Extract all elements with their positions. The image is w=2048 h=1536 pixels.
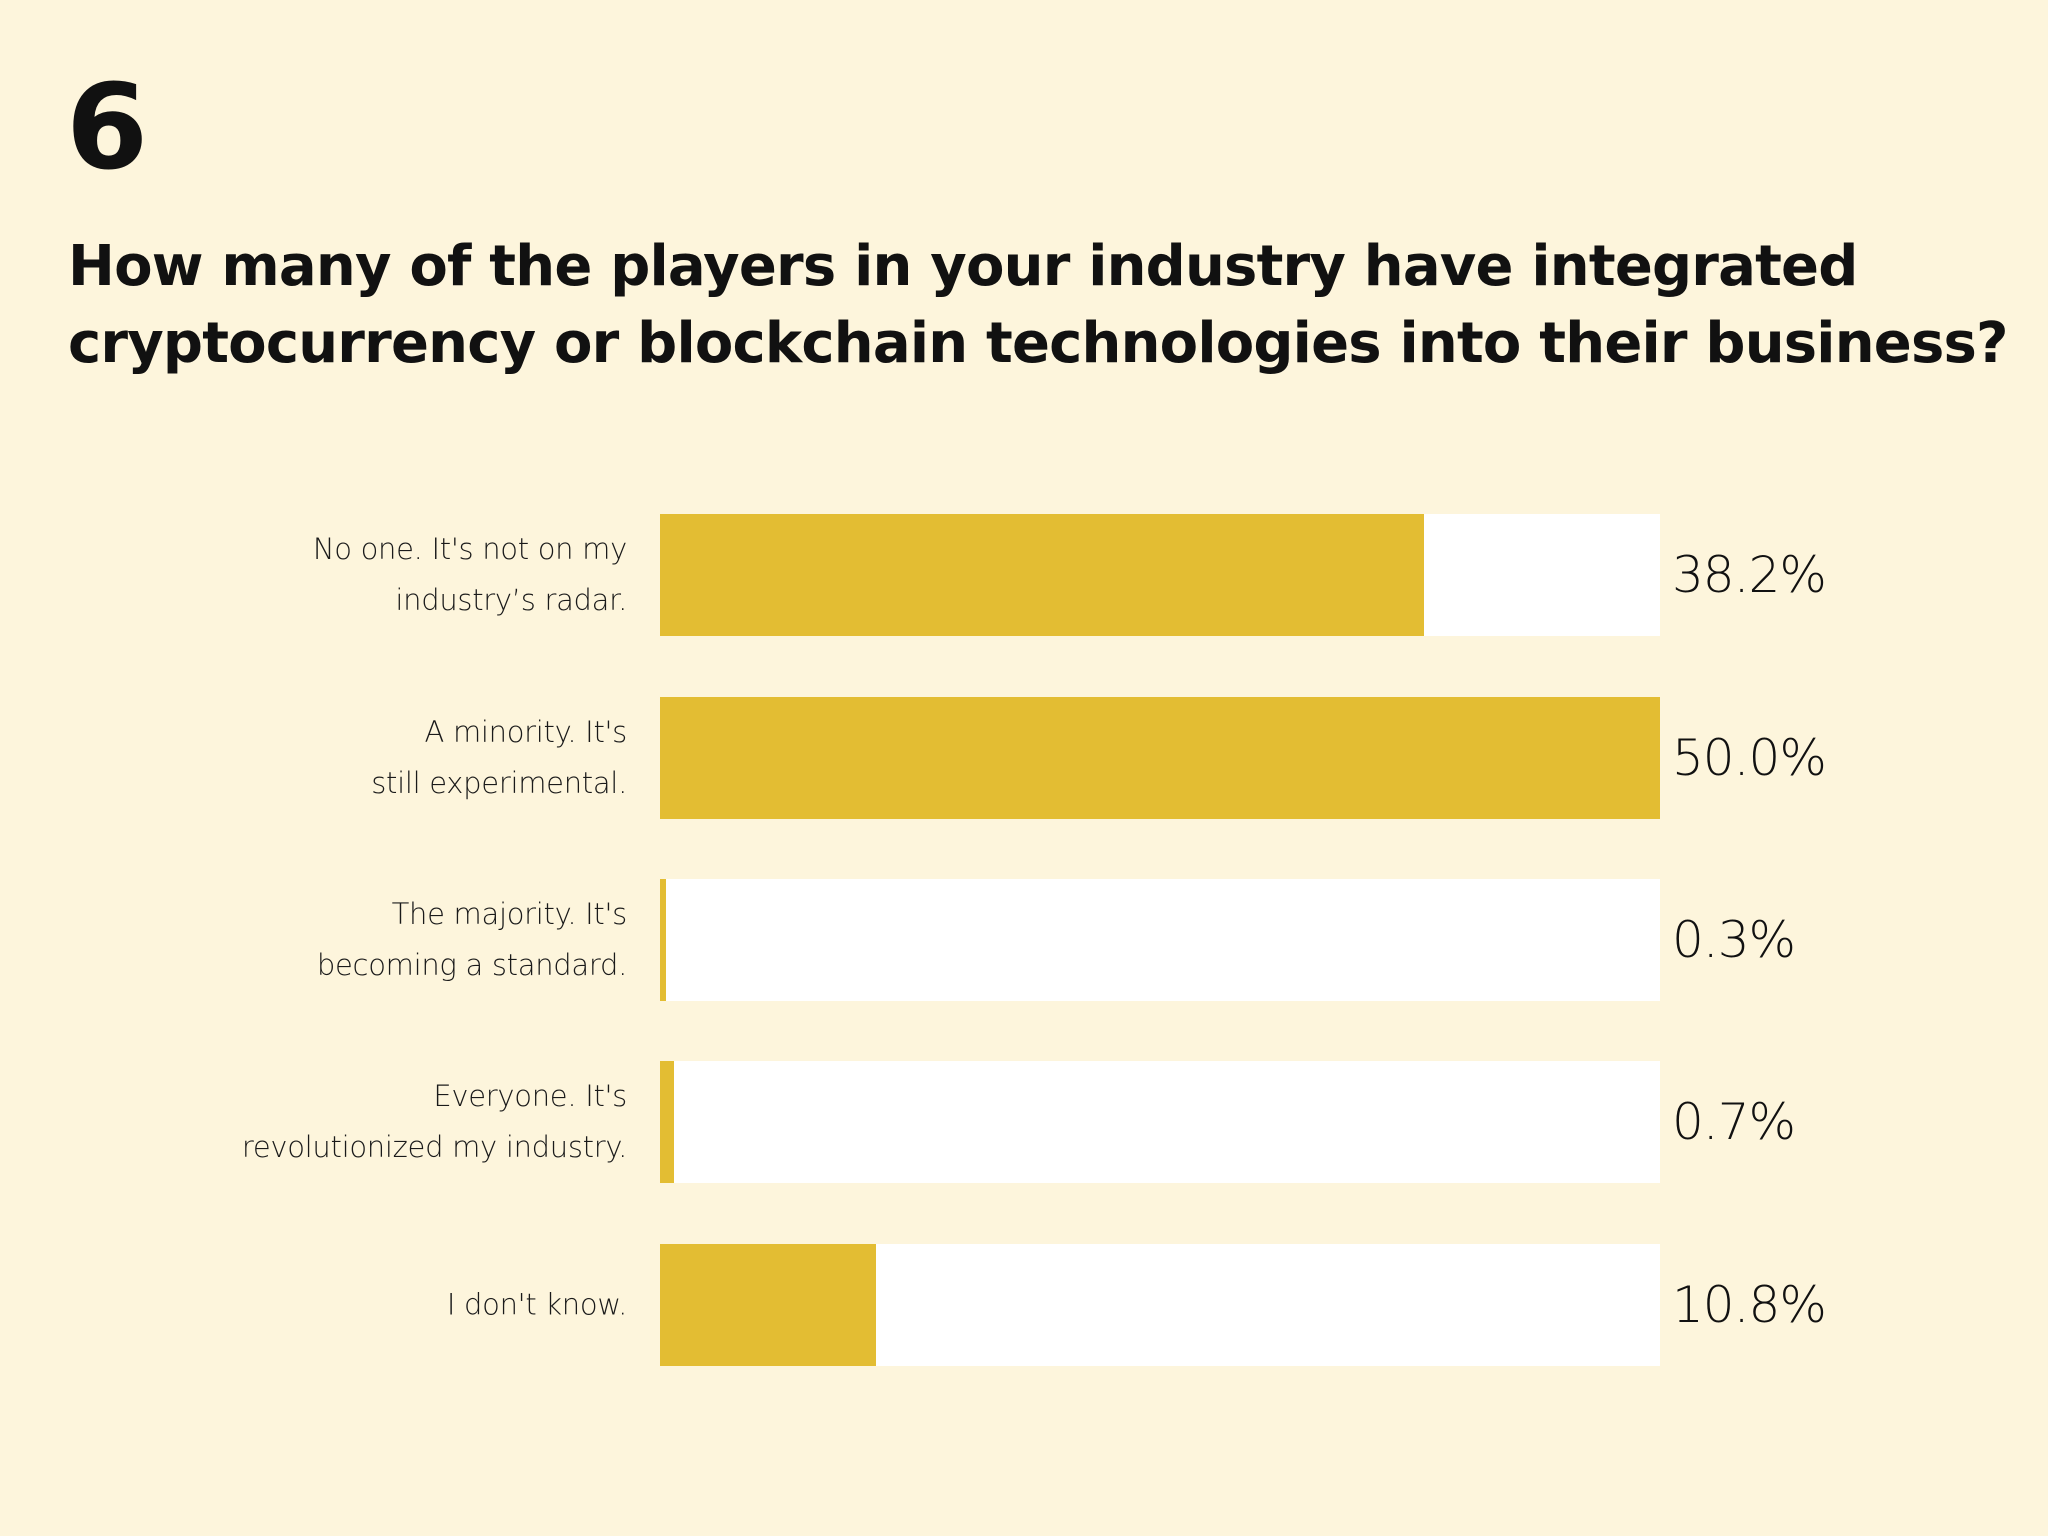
bar-fill [660, 1061, 674, 1183]
bar-label: I don't know. [147, 1280, 627, 1331]
bar-value: 0.3% [1672, 911, 1796, 969]
question-title: How many of the players in your industry… [68, 228, 2028, 382]
question-number: 6 [66, 58, 148, 196]
bar-track [660, 1061, 1660, 1183]
bar-row: No one. It's not on my industry’s radar.… [0, 514, 2048, 636]
bar-track [660, 879, 1660, 1001]
bar-value: 10.8% [1672, 1276, 1827, 1334]
label-line: A minority. It's [424, 715, 627, 749]
title-line: How many of the players in your industry… [68, 234, 1858, 299]
bar-fill [660, 697, 1660, 819]
bar-label: Everyone. It's revolutionized my industr… [147, 1071, 627, 1173]
title-line: cryptocurrency or blockchain technologie… [68, 311, 2008, 376]
bar-row: The majority. It's becoming a standard. … [0, 879, 2048, 1001]
bar-label: A minority. It's still experimental. [147, 707, 627, 809]
bar-fill [660, 879, 666, 1001]
label-line: still experimental. [371, 766, 627, 800]
bar-track [660, 514, 1660, 636]
label-line: Everyone. It's [433, 1079, 627, 1113]
label-line: becoming a standard. [316, 948, 627, 982]
bar-fill [660, 1244, 876, 1366]
bar-label: No one. It's not on my industry’s radar. [147, 524, 627, 626]
label-line: No one. It's not on my [312, 532, 627, 566]
bar-value: 38.2% [1672, 546, 1827, 604]
bar-label: The majority. It's becoming a standard. [147, 889, 627, 991]
label-line: The majority. It's [391, 897, 628, 931]
bar-row: Everyone. It's revolutionized my industr… [0, 1061, 2048, 1183]
bar-value: 0.7% [1672, 1093, 1796, 1151]
bar-row: A minority. It's still experimental. 50.… [0, 697, 2048, 819]
label-line: I don't know. [446, 1287, 627, 1322]
label-line: industry’s radar. [395, 583, 627, 617]
bar-value: 50.0% [1672, 729, 1827, 787]
bar-row: I don't know. 10.8% [0, 1244, 2048, 1366]
label-line: revolutionized my industry. [241, 1130, 627, 1164]
bar-track [660, 1244, 1660, 1366]
bar-fill [660, 514, 1424, 636]
bar-track [660, 697, 1660, 819]
